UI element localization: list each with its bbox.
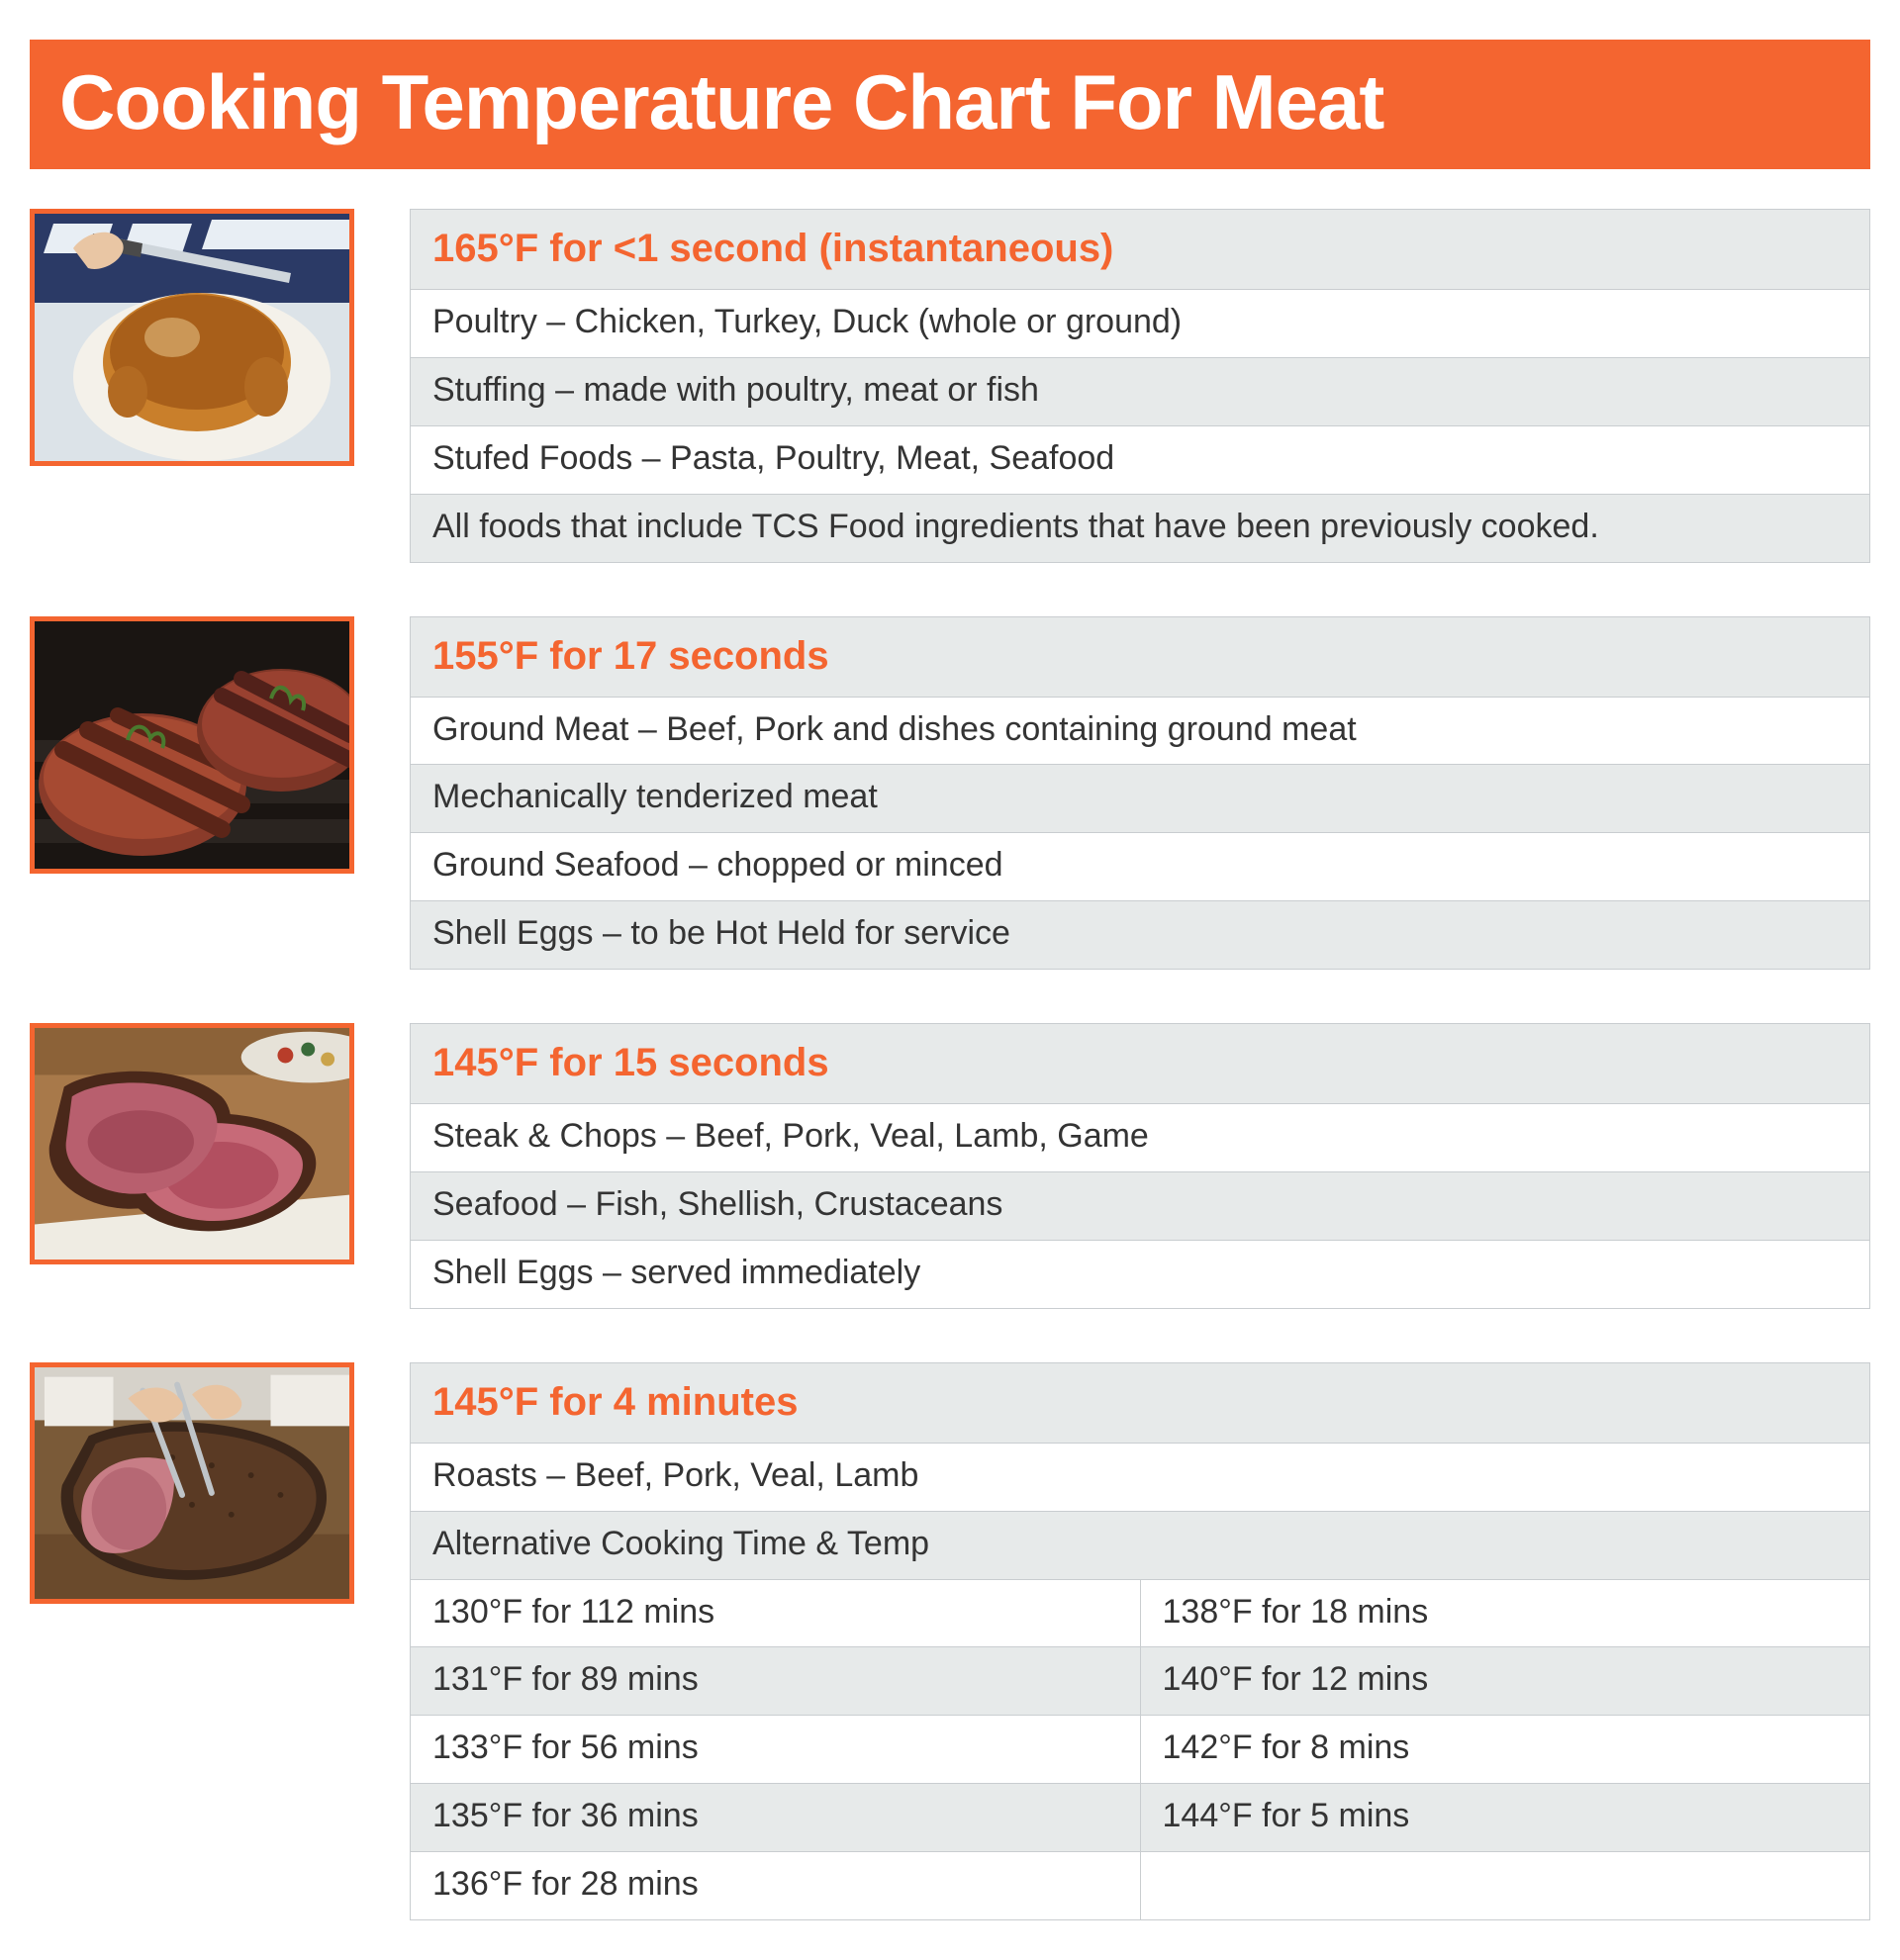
temp-section-165: 165°F for <1 second (instantaneous) Poul… — [30, 209, 1870, 563]
alt-time-cell: 133°F for 56 mins — [411, 1716, 1141, 1783]
table-row: Stuffing – made with poultry, meat or fi… — [411, 358, 1869, 426]
table-row: Shell Eggs – served immediately — [411, 1241, 1869, 1308]
alt-time-cell: 131°F for 89 mins — [411, 1647, 1141, 1715]
temp-section-145-15s: 145°F for 15 seconds Steak & Chops – Bee… — [30, 1023, 1870, 1309]
table-row: Ground Meat – Beef, Pork and dishes cont… — [411, 698, 1869, 766]
temp-section-145-4m: 145°F for 4 minutes Roasts – Beef, Pork,… — [30, 1362, 1870, 1920]
alt-time-cell: 144°F for 5 mins — [1141, 1784, 1870, 1851]
table-row: All foods that include TCS Food ingredie… — [411, 495, 1869, 562]
temp-table-145-15s: 145°F for 15 seconds Steak & Chops – Bee… — [410, 1023, 1870, 1309]
table-row: Ground Seafood – chopped or minced — [411, 833, 1869, 901]
table-row: Stufed Foods – Pasta, Poultry, Meat, Sea… — [411, 426, 1869, 495]
ground-meat-photo — [30, 616, 354, 874]
alt-time-cell: 136°F for 28 mins — [411, 1852, 1141, 1919]
table-row: Seafood – Fish, Shellish, Crustaceans — [411, 1172, 1869, 1241]
table-row: Poultry – Chicken, Turkey, Duck (whole o… — [411, 290, 1869, 358]
temp-table-165: 165°F for <1 second (instantaneous) Poul… — [410, 209, 1870, 563]
temp-table-155: 155°F for 17 seconds Ground Meat – Beef,… — [410, 616, 1870, 971]
alt-time-cell: 138°F for 18 mins — [1141, 1580, 1870, 1647]
table-row: Roasts – Beef, Pork, Veal, Lamb — [411, 1444, 1869, 1512]
alt-time-cell: 135°F for 36 mins — [411, 1784, 1141, 1851]
alt-time-row: 130°F for 112 mins 138°F for 18 mins — [411, 1580, 1869, 1648]
roast-photo — [30, 1362, 354, 1604]
alt-time-row: 133°F for 56 mins 142°F for 8 mins — [411, 1716, 1869, 1784]
alt-time-cell: 140°F for 12 mins — [1141, 1647, 1870, 1715]
temp-header: 145°F for 4 minutes — [411, 1363, 1869, 1444]
temp-header: 165°F for <1 second (instantaneous) — [411, 210, 1869, 290]
table-row: Shell Eggs – to be Hot Held for service — [411, 901, 1869, 969]
temp-section-155: 155°F for 17 seconds Ground Meat – Beef,… — [30, 616, 1870, 971]
temp-table-145-4m: 145°F for 4 minutes Roasts – Beef, Pork,… — [410, 1362, 1870, 1920]
temp-header: 145°F for 15 seconds — [411, 1024, 1869, 1104]
alt-time-cell: 142°F for 8 mins — [1141, 1716, 1870, 1783]
alt-time-cell: 130°F for 112 mins — [411, 1580, 1141, 1647]
page-title: Cooking Temperature Chart For Meat — [30, 40, 1870, 169]
alt-time-row: 131°F for 89 mins 140°F for 12 mins — [411, 1647, 1869, 1716]
steak-photo — [30, 1023, 354, 1264]
table-row: Mechanically tenderized meat — [411, 765, 1869, 833]
alt-time-row: 136°F for 28 mins — [411, 1852, 1869, 1919]
table-row: Alternative Cooking Time & Temp — [411, 1512, 1869, 1580]
alt-time-cell — [1141, 1852, 1870, 1919]
table-row: Steak & Chops – Beef, Pork, Veal, Lamb, … — [411, 1104, 1869, 1172]
poultry-photo — [30, 209, 354, 466]
temp-header: 155°F for 17 seconds — [411, 617, 1869, 698]
alt-time-row: 135°F for 36 mins 144°F for 5 mins — [411, 1784, 1869, 1852]
